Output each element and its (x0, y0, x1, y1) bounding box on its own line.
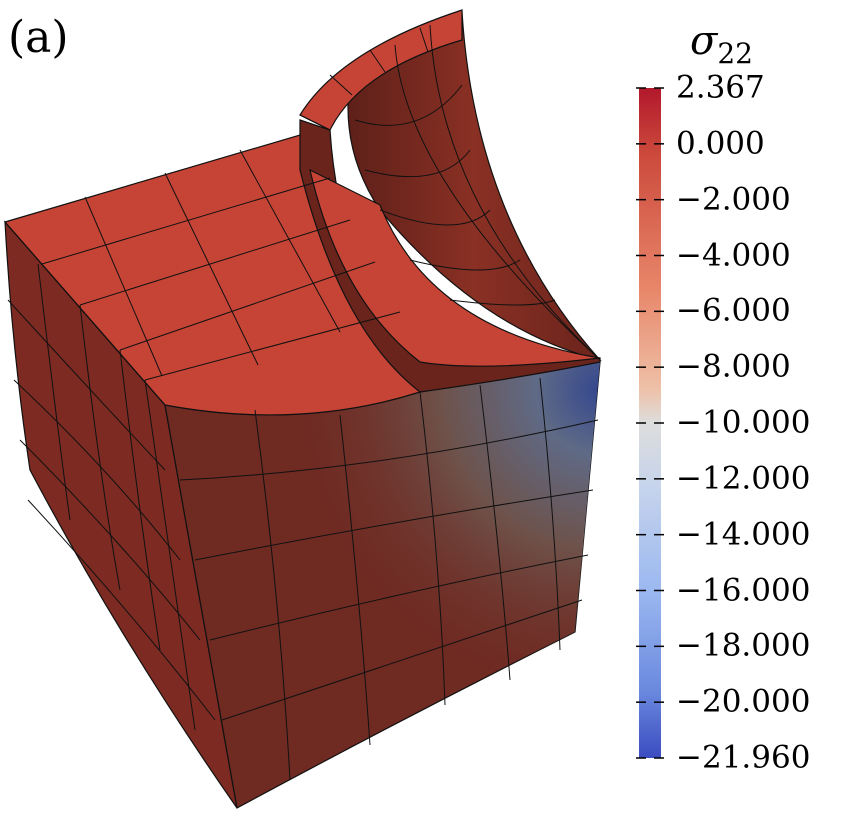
colorbar-tick-label: −6.000 (676, 292, 791, 329)
colorbar-tick-label: −14.000 (676, 516, 811, 553)
top-face-mesh (4, 149, 401, 406)
colorbar-tick-label: −20.000 (676, 683, 811, 720)
front-face-mesh (179, 377, 599, 781)
colorbar-tick-label: −18.000 (676, 627, 811, 664)
colorbar-tick-label: 0.000 (676, 125, 765, 162)
colorbar-tick-label: −2.000 (676, 181, 791, 218)
front-stress-gradient (165, 362, 600, 808)
colorbar-tick-label: 2.367 (676, 69, 765, 106)
colorbar-tick-label: −4.000 (676, 237, 791, 273)
cube-left-face (4, 220, 238, 809)
colorbar-tick-label: −16.000 (676, 572, 811, 608)
colorbar-tick-label: −21.960 (676, 739, 811, 776)
cylinder-mesh (299, 24, 601, 361)
left-face-mesh (7, 263, 216, 731)
colorbar-ticks (636, 87, 664, 759)
colorbar-title: σ22 (690, 18, 753, 70)
panel-label: (a) (8, 12, 69, 63)
colorbar-tick-label: −8.000 (676, 348, 791, 385)
colorbar-tick-label: −12.000 (676, 460, 811, 497)
colorbar-tick-label: −10.000 (676, 404, 811, 441)
